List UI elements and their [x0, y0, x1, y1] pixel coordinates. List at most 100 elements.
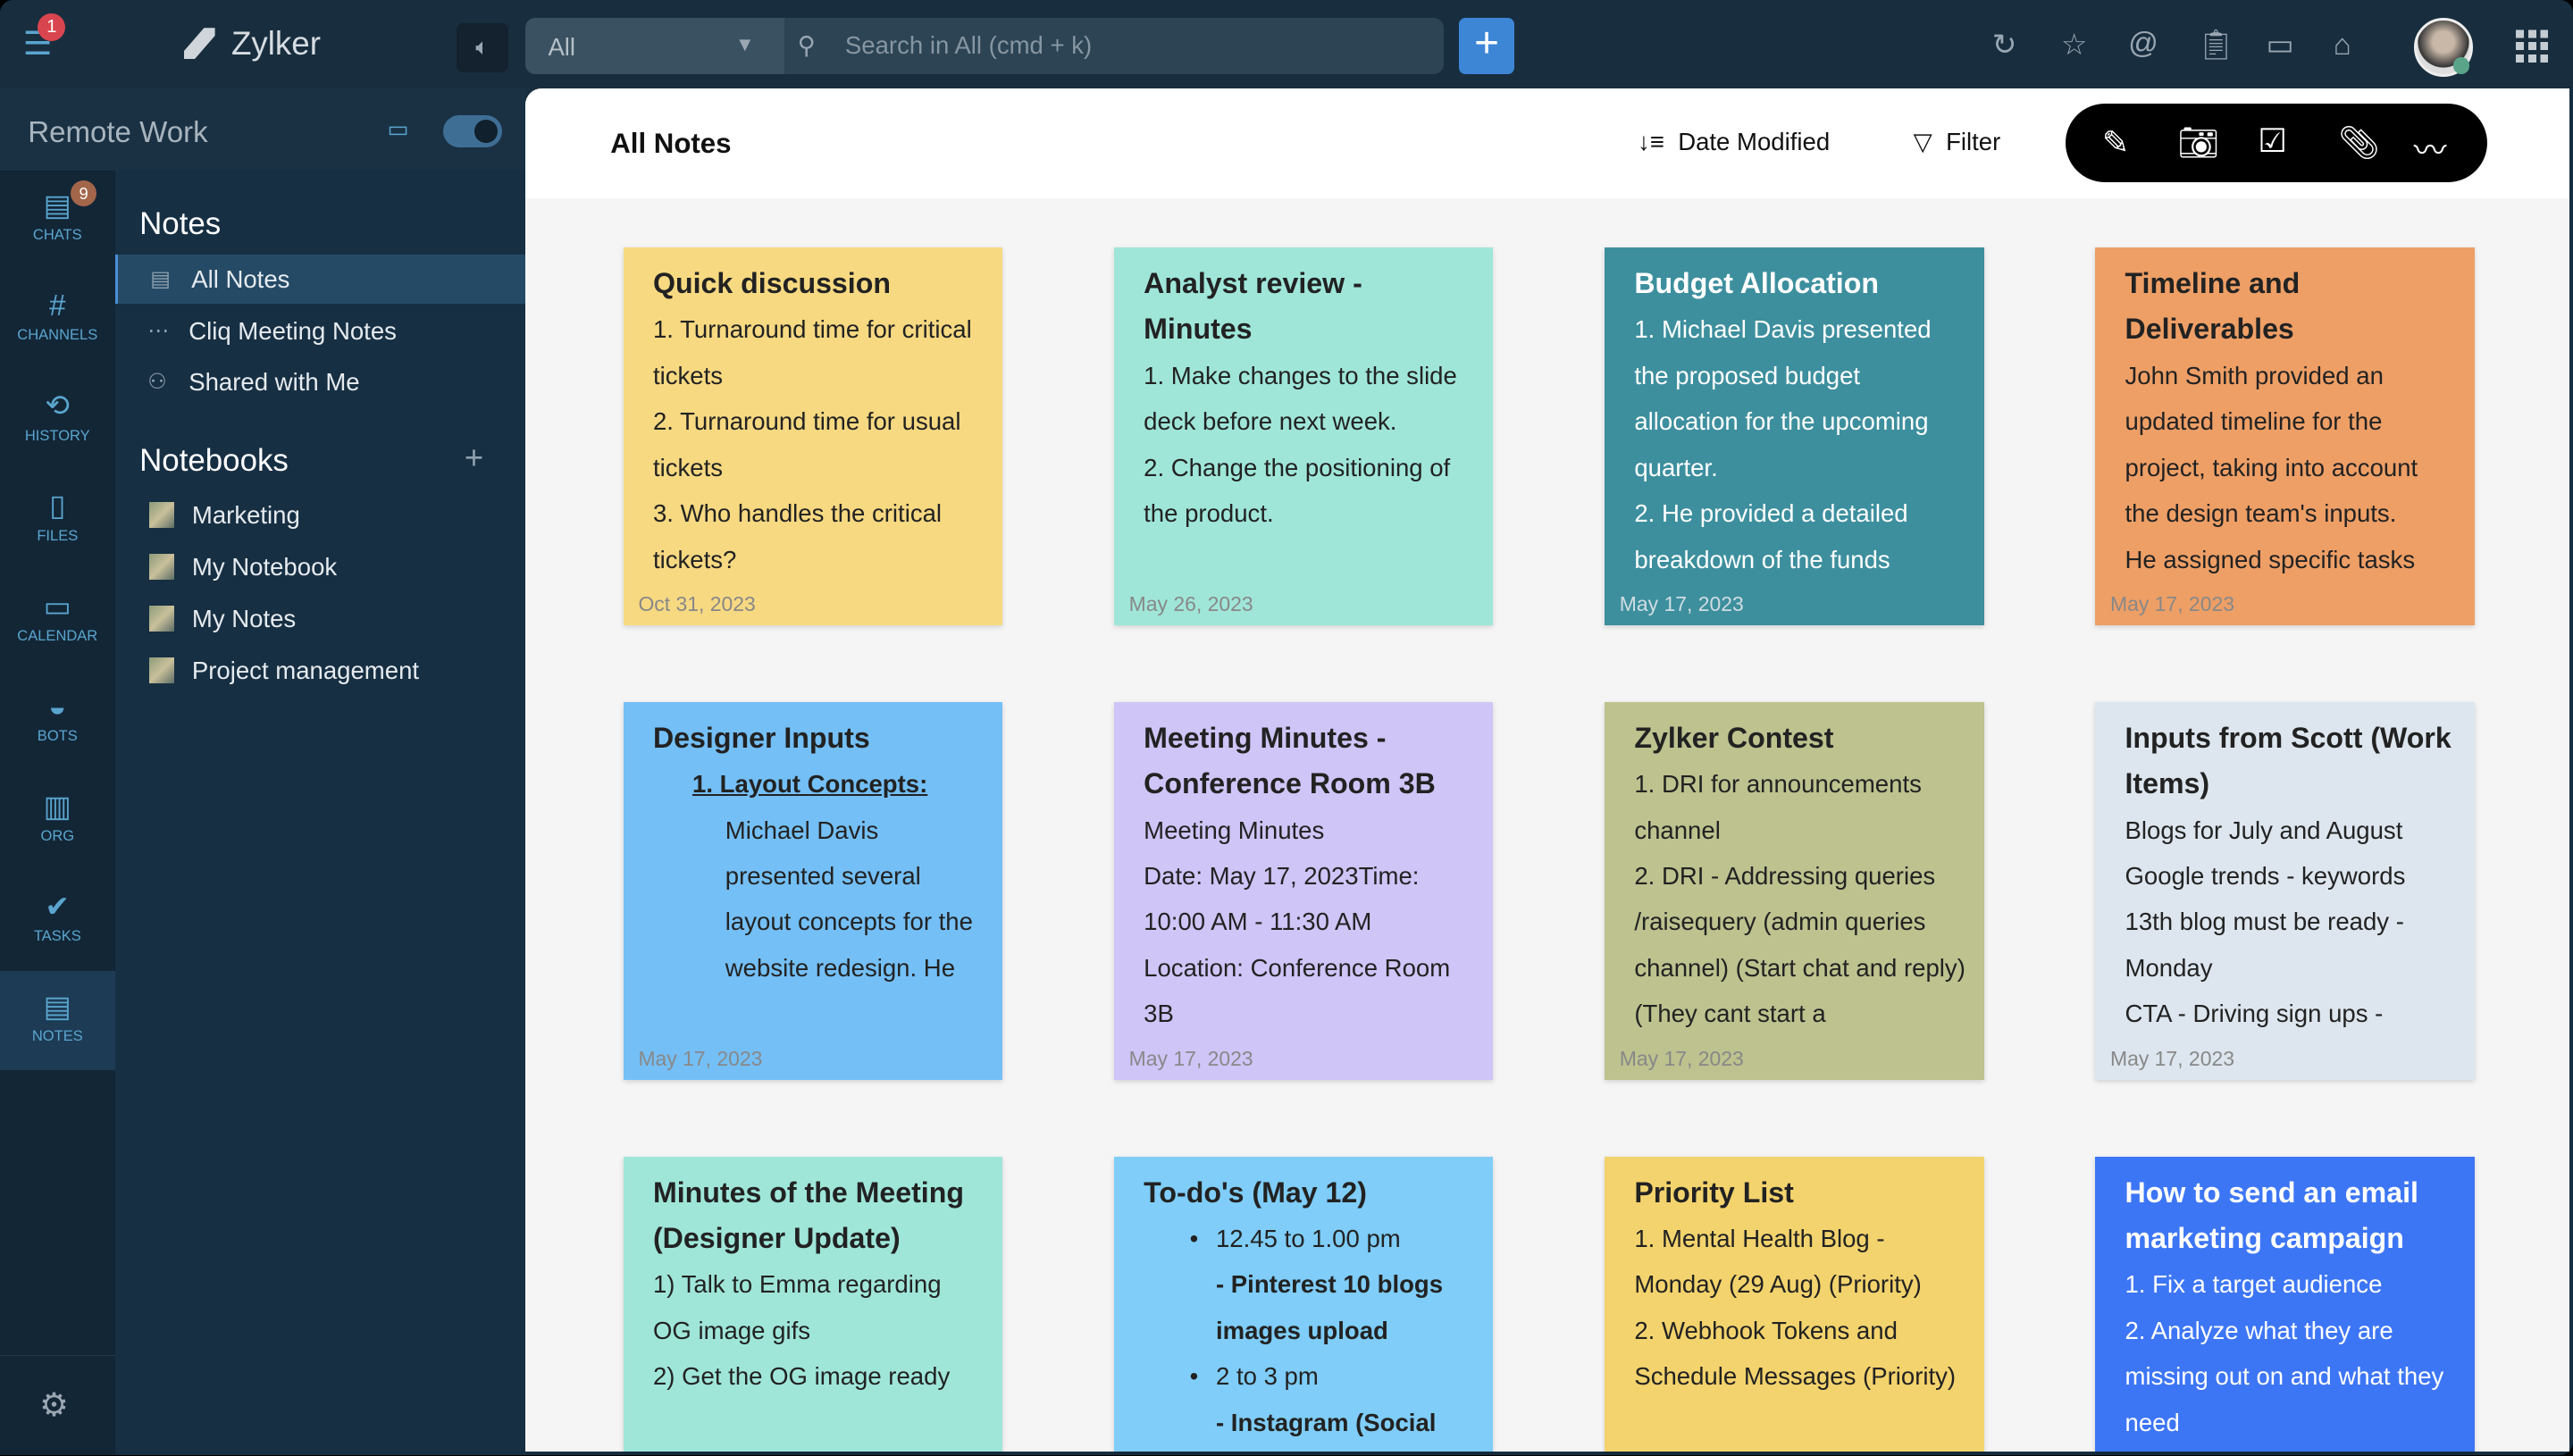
note-card[interactable]: Timeline and Deliverables John Smith prov… — [2095, 247, 2475, 625]
sort-button[interactable]: ↓≡ Date Modified — [1638, 128, 1830, 156]
note-date: May 17, 2023 — [2109, 592, 2234, 616]
sidebar-item-shared-with-me[interactable]: ⚇ Shared with Me — [115, 357, 525, 406]
create-toolbar: ✎ 📷︎ ☑ 📎︎ 〰 — [2066, 103, 2488, 182]
add-notebook-icon[interactable]: + — [464, 439, 484, 477]
note-content: Analyst review - Minutes 1. Make changes … — [1144, 261, 1477, 537]
mention-icon[interactable]: @ — [2128, 27, 2158, 61]
note-title: Minutes of the Meeting (Designer Update) — [652, 1176, 964, 1254]
note-line: 2. Change the positioning of the product… — [1144, 453, 1451, 528]
camera-icon[interactable]: 📷︎ — [2177, 123, 2219, 161]
settings-button[interactable]: ⚙ — [0, 1355, 115, 1456]
note-line: 1) Talk to Emma regarding OG image gifs — [652, 1270, 942, 1344]
edit-note-icon[interactable]: ✎ — [2101, 123, 2130, 161]
note-card[interactable]: Analyst review - Minutes 1. Make changes … — [1114, 247, 1494, 625]
monitor-icon[interactable]: ▭ — [387, 116, 409, 142]
notebook-cover-image — [149, 605, 174, 632]
notebook-marketing[interactable]: Marketing — [115, 490, 525, 540]
note-content: Inputs from Scott (Work Items) Blogs for … — [2125, 715, 2459, 1037]
scope-select[interactable]: All ▼ — [524, 18, 784, 74]
search-input[interactable]: ⚲ Search in All (cmd + k) — [784, 18, 1445, 74]
notes-sidebar: Notes ▤ All Notes ⋯ Cliq Meeting Notes ⚇ Shar… — [114, 171, 525, 1456]
attachment-icon[interactable]: 📎︎ — [2338, 123, 2380, 161]
note-card[interactable]: How to send an email marketing campaign 1… — [2095, 1156, 2475, 1452]
sketch-icon[interactable]: 〰 — [2413, 131, 2447, 169]
rail-item-history[interactable]: ⟲ HISTORY — [0, 371, 115, 469]
note-title: Zylker Contest — [1634, 721, 1834, 754]
rail-item-calendar[interactable]: ▭ CALENDAR — [0, 571, 115, 669]
checkbox-icon[interactable]: ☑ — [2258, 121, 2288, 159]
brand-name: Zylker — [230, 24, 321, 62]
note-title: Meeting Minutes - Conference Room 3B — [1144, 721, 1436, 800]
filter-button[interactable]: ▽ Filter — [1914, 128, 2001, 156]
gear-icon: ⚙ — [39, 1385, 69, 1423]
note-card[interactable]: Quick discussion 1. Turnaround time for c… — [623, 247, 1003, 625]
note-line: - Pinterest 10 blogs images upload — [1215, 1270, 1444, 1344]
rail-label: FILES — [37, 526, 79, 544]
rail-item-notes[interactable]: ▤ NOTES — [0, 971, 115, 1070]
apps-grid-icon[interactable] — [2515, 29, 2549, 63]
rail-item-tasks[interactable]: ✔ TASKS — [0, 871, 115, 969]
notebook-project-management[interactable]: Project management — [115, 646, 525, 695]
chat-icon: ▤ — [43, 189, 71, 223]
calendar-icon: ▭ — [43, 590, 71, 623]
hash-icon: # — [49, 289, 66, 323]
note-card[interactable]: To-do's (May 12) 12.45 to 1.00 pm - Pinter… — [1114, 1156, 1494, 1452]
note-line: - Instagram (Social — [1215, 1408, 1437, 1436]
notebook-my-notes[interactable]: My Notes — [115, 594, 525, 643]
rail-label: TASKS — [33, 926, 81, 944]
note-card[interactable]: Minutes of the Meeting (Designer Update)… — [623, 1156, 1003, 1452]
note-card[interactable]: Designer Inputs 1. Layout Concepts: Michae… — [623, 702, 1003, 1080]
note-card[interactable]: Meeting Minutes - Conference Room 3B Meet… — [1114, 702, 1494, 1080]
rail-item-channels[interactable]: # CHANNELS — [0, 271, 115, 369]
note-date: May 17, 2023 — [2109, 1046, 2234, 1070]
sidebar-item-all-notes[interactable]: ▤ All Notes — [114, 254, 525, 304]
note-content: To-do's (May 12) 12.45 to 1.00 pm - Pinter… — [1144, 1170, 1477, 1446]
workspace-toggle[interactable] — [442, 114, 503, 148]
app-rail: ▤ CHATS 9 # CHANNELS ⟲ HISTORY ▯ FILES ▭ CALENDAR ◒… — [0, 171, 115, 1456]
note-card[interactable]: Zylker Contest 1. DRI for announcements c… — [1605, 702, 1984, 1080]
rail-item-files[interactable]: ▯ FILES — [0, 471, 115, 569]
notes-icon: ▤ — [43, 990, 71, 1024]
note-content: Meeting Minutes - Conference Room 3B Meet… — [1144, 715, 1477, 1037]
note-content: Budget Allocation 1. Michael Davis presen… — [1634, 261, 1967, 582]
note-content: Designer Inputs 1. Layout Concepts: Michae… — [653, 715, 986, 992]
page-title: All Notes — [610, 128, 732, 160]
note-date: May 17, 2023 — [1128, 1046, 1253, 1070]
shared-users-icon: ⚇ — [147, 370, 167, 395]
search-placeholder: Search in All (cmd + k) — [844, 30, 1093, 59]
note-line: Blogs for July and August — [2125, 816, 2403, 844]
note-title: Priority List — [1634, 1176, 1794, 1209]
notebook-label: Marketing — [191, 501, 300, 530]
note-card[interactable]: Inputs from Scott (Work Items) Blogs for … — [2095, 702, 2475, 1080]
clipboard-clock-icon[interactable]: 📋︎ — [2197, 29, 2235, 63]
note-line: 2. DRI - Addressing queries /raisequery … — [1634, 862, 1965, 1028]
star-icon[interactable]: ☆ — [2060, 29, 2088, 63]
rail-item-org[interactable]: ▥ ORG — [0, 771, 115, 869]
note-date: May 17, 2023 — [638, 1046, 763, 1070]
rail-item-chats[interactable]: ▤ CHATS 9 — [0, 171, 115, 269]
notebook-label: Project management — [191, 656, 420, 684]
rail-label: HISTORY — [24, 426, 90, 444]
rail-label: CHANNELS — [17, 326, 98, 344]
note-line: John Smith provided an updated timeline … — [2125, 361, 2418, 528]
note-line: 1. Layout Concepts: — [692, 770, 928, 799]
note-card[interactable]: Priority List 1. Mental Health Blog - Mon… — [1605, 1156, 1984, 1452]
rail-item-bots[interactable]: ◒ BOTS — [0, 671, 115, 769]
sidebar-item-cliq-meeting-notes[interactable]: ⋯ Cliq Meeting Notes — [115, 306, 525, 356]
workspace-name[interactable]: Remote Work — [28, 116, 208, 150]
note-title: Designer Inputs — [652, 721, 870, 754]
calendar-icon[interactable]: ▭ — [2266, 29, 2294, 63]
store-icon[interactable]: ⌂ — [2333, 29, 2351, 63]
speaker-icon[interactable]: 🔈︎ — [456, 22, 509, 72]
note-line: 2 to 3 pm — [1144, 1353, 1477, 1399]
notebook-my-notebook[interactable]: My Notebook — [115, 542, 525, 591]
notes-main: All Notes ↓≡ Date Modified ▽ Filter ✎ 📷︎… — [524, 88, 2570, 1452]
scope-value: All — [548, 32, 576, 61]
note-card[interactable]: Budget Allocation 1. Michael Davis presen… — [1605, 247, 1984, 625]
history-icon[interactable]: ↻ — [1991, 29, 2017, 63]
note-title: Budget Allocation — [1634, 267, 1879, 300]
org-icon: ▥ — [43, 790, 71, 824]
rail-label: ORG — [40, 826, 75, 844]
workspace-bar: Remote Work ▭ — [0, 88, 525, 171]
add-button[interactable]: + — [1458, 18, 1515, 74]
